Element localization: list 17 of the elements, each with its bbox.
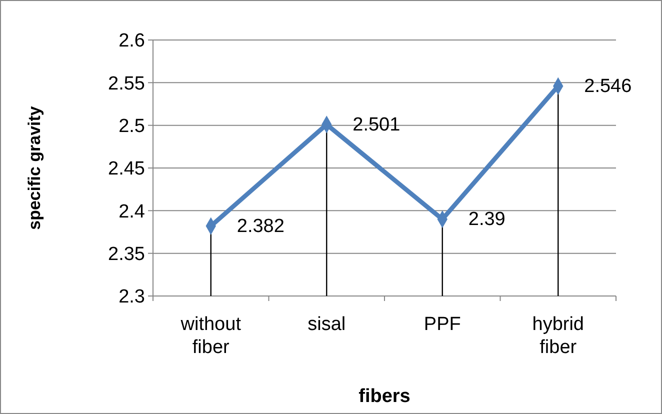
data-label: 2.382 bbox=[236, 216, 284, 238]
y-tick-label: 2.35 bbox=[108, 244, 145, 265]
x-axis-title: fibers bbox=[358, 386, 410, 407]
y-tick-label: 2.45 bbox=[108, 158, 145, 180]
data-label: 2.501 bbox=[352, 114, 400, 136]
y-tick-label: 2.5 bbox=[118, 116, 145, 137]
y-tick-label: 2.6 bbox=[118, 30, 145, 52]
x-tick-label: without fiber bbox=[180, 314, 242, 358]
data-label: 2.546 bbox=[584, 76, 632, 98]
y-axis-title: specific gravity bbox=[25, 106, 44, 230]
x-tick-label: hybrid fiber bbox=[532, 314, 584, 358]
x-tick-label: sisal bbox=[308, 314, 346, 335]
x-tick-label: PPF bbox=[424, 314, 461, 335]
y-tick-label: 2.3 bbox=[118, 286, 145, 308]
data-label: 2.39 bbox=[468, 209, 506, 230]
y-tick-label: 2.55 bbox=[108, 73, 145, 94]
y-tick-label: 2.4 bbox=[118, 201, 146, 222]
